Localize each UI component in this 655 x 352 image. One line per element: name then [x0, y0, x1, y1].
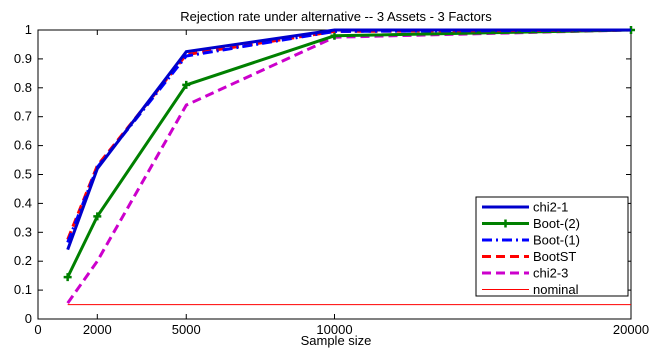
data-point-Boot-(2) — [93, 212, 102, 221]
legend-marker-Boot-(2) — [501, 219, 510, 228]
legend-label-Boot-(2): Boot-(2) — [533, 216, 580, 231]
legend-box — [475, 196, 629, 297]
series-line-Boot-(1) — [66, 28, 632, 243]
legend-label-nominal: nominal — [533, 282, 579, 297]
y-tick-label: 0.3 — [14, 224, 32, 239]
y-tick-label: 0.1 — [14, 282, 32, 297]
y-tick-label: 0 — [25, 311, 32, 326]
y-tick-label: 0.6 — [14, 138, 32, 153]
y-tick-label: 0.9 — [14, 51, 32, 66]
data-point-Boot-(2) — [182, 80, 191, 89]
y-tick-label: 1 — [25, 22, 32, 37]
x-tick-label: 20000 — [613, 322, 649, 337]
x-axis-label: Sample size — [301, 333, 372, 348]
x-tick-label: 10000 — [316, 322, 352, 337]
data-point-Boot-(2) — [63, 273, 72, 282]
legend-label-chi2-1: chi2-1 — [533, 200, 568, 215]
series-group — [63, 26, 635, 306]
x-tick-label: 2000 — [83, 322, 112, 337]
legend-label-BootST: BootST — [533, 249, 576, 264]
legend-label-chi2-3: chi2-3 — [533, 266, 568, 281]
data-point-Boot-(2) — [330, 31, 339, 40]
chart-title: Rejection rate under alternative -- 3 As… — [180, 9, 492, 24]
y-tick-label: 0.2 — [14, 253, 32, 268]
legend-label-Boot-(1): Boot-(1) — [533, 233, 580, 248]
y-axis: 0 0.1 0.2 0.3 0.4 0.5 0.6 0.7 0.8 0.9 1 — [14, 22, 631, 326]
x-tick-label: 5000 — [172, 322, 201, 337]
x-axis: 0 2000 5000 10000 20000 — [34, 30, 649, 337]
y-tick-label: 0.7 — [14, 109, 32, 124]
y-tick-label: 0.5 — [14, 167, 32, 182]
x-tick-label: 0 — [34, 322, 41, 337]
y-tick-label: 0.4 — [14, 195, 32, 210]
y-tick-label: 0.8 — [14, 80, 32, 95]
series-line-chi2-1 — [66, 28, 631, 251]
